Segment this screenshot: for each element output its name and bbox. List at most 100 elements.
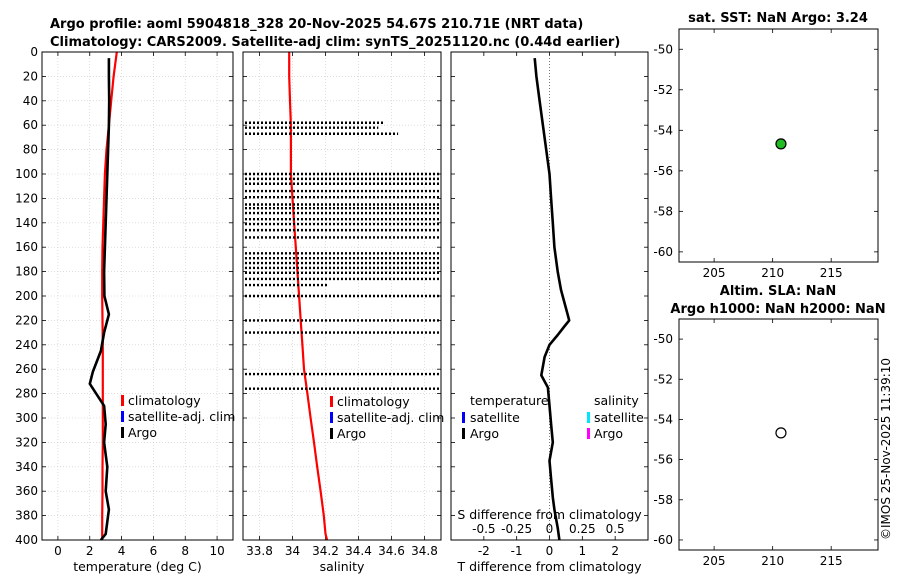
legend-title-salinity: salinity	[594, 393, 639, 408]
y-tick-label: -52	[653, 83, 673, 97]
legend-swatch	[121, 411, 124, 422]
legend-swatch	[587, 428, 590, 439]
s-diff-tick-label: 0	[546, 522, 554, 536]
x-axis-label: T difference from climatology	[456, 559, 642, 574]
y-tick-label: 380	[15, 509, 38, 523]
x-tick-label: 10	[209, 544, 224, 558]
x-tick-label: 210	[761, 554, 784, 568]
y-tick-label: 240	[15, 338, 38, 352]
legend-label: satellite-adj. clim	[337, 410, 444, 425]
y-tick-label: -50	[653, 332, 673, 346]
legend-swatch	[121, 395, 124, 406]
x-axis-label: salinity	[320, 559, 365, 574]
plot-frame	[678, 28, 879, 263]
x-tick-label: 34.4	[345, 544, 372, 558]
x-tick-label: 1	[579, 544, 587, 558]
x-tick-label: -2	[478, 544, 490, 558]
x-tick-label: 2	[611, 544, 619, 558]
sst-map-title: sat. SST: NaN Argo: 3.24	[688, 11, 868, 26]
argo-position-marker	[775, 138, 787, 150]
plot-frame	[242, 51, 442, 541]
sla-map-title-1: Altim. SLA: NaN	[720, 284, 836, 299]
x-tick-label: 34.8	[411, 544, 438, 558]
x-tick-label: 8	[181, 544, 189, 558]
argo-line	[88, 58, 111, 541]
s-diff-axis-label: S difference from climatology	[457, 507, 642, 522]
y-tick-label: 280	[15, 387, 38, 401]
y-tick-label: 200	[15, 289, 38, 303]
s-diff-tick-label: -0.5	[472, 522, 495, 536]
legend-label: Argo	[128, 425, 157, 440]
y-tick-label: -60	[653, 245, 673, 259]
x-tick-label: 34	[285, 544, 300, 558]
x-tick-label: 205	[703, 554, 726, 568]
legend-swatch	[462, 428, 465, 439]
watermark: ©IMOS 25-Nov-2025 11:39:10	[879, 358, 893, 540]
x-tick-label: 215	[820, 266, 843, 280]
title-line1: Argo profile: aoml 5904818_328 20-Nov-20…	[50, 17, 583, 32]
x-tick-label: 215	[820, 554, 843, 568]
x-tick-label: 210	[761, 266, 784, 280]
legend-label: Argo	[470, 426, 499, 441]
x-tick-label: 2	[86, 544, 94, 558]
y-tick-label: -58	[653, 493, 673, 507]
y-tick-label: 20	[23, 69, 38, 83]
y-tick-label: 140	[15, 216, 38, 230]
sst-map-panel: -50 -52 -54 -56 -58 -60 205 210 215	[653, 28, 879, 280]
salinity-panel: 33.8 34 34.2 34.4 34.6 34.8 salinity climatolog…	[242, 51, 444, 574]
temperature-panel: 0 2 4 6 8 10020406080100120140160180200220240…	[15, 45, 235, 574]
x-tick-label: 205	[703, 266, 726, 280]
y-tick-label: -52	[653, 372, 673, 386]
y-tick-label: 300	[15, 411, 38, 425]
s-diff-tick-label: 0.25	[569, 522, 596, 536]
difference-panel: -2 -1 0 1 2T difference from climatology S di…	[450, 51, 649, 574]
y-tick-label: 160	[15, 240, 38, 254]
x-axis-label: temperature (deg C)	[73, 559, 202, 574]
y-tick-label: 220	[15, 313, 38, 327]
legend-label: satellite-adj. clim	[128, 409, 235, 424]
y-tick-label: -54	[653, 123, 673, 137]
x-tick-label: 34.2	[312, 544, 339, 558]
legend-swatch	[121, 427, 124, 438]
legend-label: Argo	[337, 426, 366, 441]
y-tick-label: 0	[30, 45, 38, 59]
y-tick-label: 100	[15, 167, 38, 181]
y-tick-label: 320	[15, 435, 38, 449]
y-tick-label: 360	[15, 484, 38, 498]
y-tick-label: 340	[15, 460, 38, 474]
x-tick-label: 0	[54, 544, 62, 558]
y-tick-label: -56	[653, 164, 673, 178]
legend-title-temperature: temperature	[470, 393, 549, 408]
legend-swatch	[330, 396, 333, 407]
plot-frame	[678, 318, 879, 551]
y-tick-label: 400	[15, 533, 38, 547]
legend-label: Argo	[594, 426, 623, 441]
y-tick-label: -58	[653, 204, 673, 218]
sla-map-title-2: Argo h1000: NaN h2000: NaN	[670, 302, 885, 317]
x-tick-label: 6	[150, 544, 158, 558]
s-diff-tick-label: -0.25	[501, 522, 532, 536]
legend-label: satellite	[594, 410, 644, 425]
argo-diff-line	[533, 57, 571, 541]
climatology-line	[288, 52, 329, 541]
y-tick-label: 180	[15, 265, 38, 279]
y-tick-label: 60	[23, 118, 38, 132]
legend-swatch	[587, 412, 590, 423]
y-tick-label: -54	[653, 412, 673, 426]
legend-label: climatology	[128, 393, 201, 408]
legend-swatch	[330, 412, 333, 423]
y-tick-label: 80	[23, 143, 38, 157]
plot-frame	[41, 51, 234, 541]
x-tick-label: -1	[511, 544, 523, 558]
y-tick-label: 40	[23, 94, 38, 108]
y-tick-label: 260	[15, 362, 38, 376]
x-tick-label: 34.6	[378, 544, 405, 558]
y-tick-label: 120	[15, 191, 38, 205]
y-tick-label: -50	[653, 42, 673, 56]
legend-swatch	[330, 428, 333, 439]
x-tick-label: 4	[118, 544, 126, 558]
legend-swatch	[462, 412, 465, 423]
y-tick-label: -60	[653, 533, 673, 547]
legend-label: climatology	[337, 394, 410, 409]
